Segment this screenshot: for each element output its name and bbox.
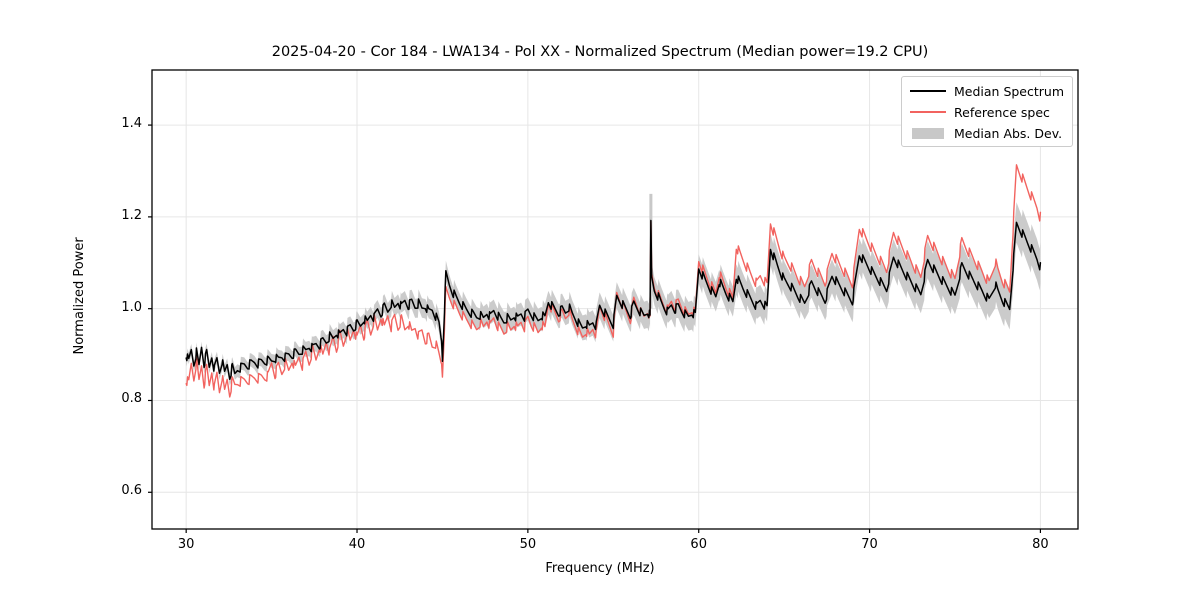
y-tick-label: 1.0	[121, 299, 142, 315]
axes-frame	[151, 69, 1079, 530]
legend-item-median-abs-dev: Median Abs. Dev.	[910, 123, 1062, 143]
y-tick-label: 0.6	[121, 483, 142, 499]
y-tick-label: 0.8	[121, 391, 142, 407]
legend-line-icon	[910, 84, 946, 98]
page-title: 2025-04-20 - Cor 184 - LWA134 - Pol XX -…	[271, 44, 929, 60]
legend-line-icon	[910, 105, 946, 119]
legend-label: Median Abs. Dev.	[954, 125, 1063, 141]
legend-label: Median Spectrum	[954, 83, 1065, 99]
y-tick-label: 1.4	[121, 116, 142, 132]
x-tick-label: 80	[1032, 537, 1049, 552]
legend: Median Spectrum Reference spec Median Ab…	[901, 76, 1073, 147]
y-tick-label: 1.2	[121, 207, 142, 223]
x-tick-label: 70	[861, 537, 878, 552]
x-tick-label: 60	[690, 537, 707, 552]
legend-label: Reference spec	[954, 104, 1050, 120]
axis-ticks	[148, 124, 1042, 533]
legend-item-reference-spec: Reference spec	[910, 102, 1050, 122]
legend-item-median-spectrum: Median Spectrum	[910, 81, 1064, 101]
y-axis-label: Normalized Power	[72, 237, 87, 355]
legend-patch-icon	[910, 126, 946, 140]
data-series	[185, 164, 1042, 398]
x-tick-label: 40	[348, 537, 366, 552]
x-axis-label: Frequency (MHz)	[545, 561, 655, 576]
x-tick-label: 50	[519, 537, 537, 552]
x-tick-label: 30	[177, 537, 195, 552]
